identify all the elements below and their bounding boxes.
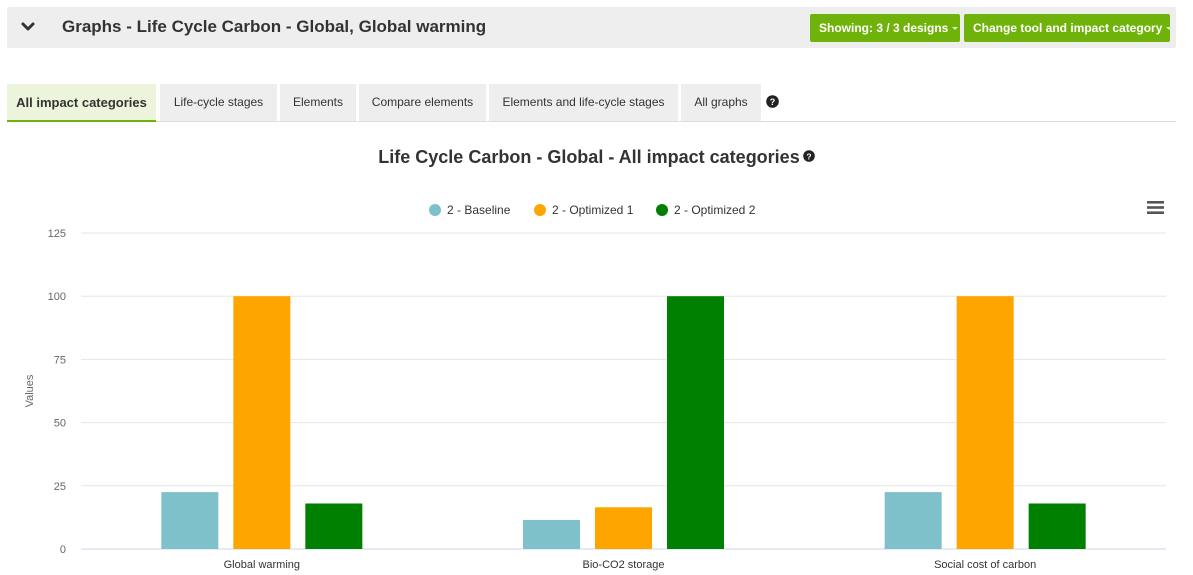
- tab-elements[interactable]: Elements: [280, 84, 356, 121]
- bar: [884, 492, 942, 549]
- bar: [233, 296, 291, 549]
- bar: [305, 503, 363, 549]
- tab-life-cycle-stages[interactable]: Life-cycle stages: [160, 84, 277, 121]
- legend-item-baseline[interactable]: 2 - Baseline: [429, 202, 510, 218]
- chart-legend: 2 - Baseline 2 - Optimized 1 2 - Optimiz…: [0, 202, 1193, 218]
- chart-title-text: Life Cycle Carbon - Global - All impact …: [378, 147, 800, 167]
- svg-text:?: ?: [806, 151, 811, 161]
- legend-item-optimized-2[interactable]: 2 - Optimized 2: [656, 202, 755, 218]
- bar: [161, 492, 219, 549]
- legend-item-optimized-1[interactable]: 2 - Optimized 1: [534, 202, 633, 218]
- legend-dot: [534, 204, 546, 216]
- page-header: Graphs - Life Cycle Carbon - Global, Glo…: [7, 7, 1176, 48]
- svg-text:?: ?: [770, 97, 776, 107]
- x-tick-label: Bio-CO2 storage: [583, 559, 665, 571]
- legend-label: 2 - Optimized 1: [552, 203, 634, 217]
- page-title: Graphs - Life Cycle Carbon - Global, Glo…: [62, 17, 487, 36]
- showing-designs-button[interactable]: Showing: 3 / 3 designs: [810, 14, 960, 42]
- tab-all-impact-categories[interactable]: All impact categories: [7, 84, 156, 122]
- tab-elements-and-life-cycle-stages[interactable]: Elements and life-cycle stages: [489, 84, 678, 121]
- chart-title: Life Cycle Carbon - Global - All impact …: [0, 147, 1193, 168]
- help-icon[interactable]: ?: [766, 95, 779, 108]
- showing-designs-label: Showing: 3 / 3 designs: [819, 21, 949, 35]
- chevron-down-icon[interactable]: [21, 20, 35, 34]
- legend-label: 2 - Optimized 2: [674, 203, 756, 217]
- bar: [667, 296, 724, 549]
- bar: [523, 519, 580, 549]
- bar: [956, 296, 1014, 549]
- caret-down-icon: [952, 27, 959, 31]
- y-tick-label: 75: [54, 354, 66, 366]
- tab-bar: All impact categories Life-cycle stages …: [7, 84, 1176, 122]
- help-icon[interactable]: ?: [802, 150, 815, 162]
- chart-menu-icon[interactable]: [1147, 201, 1164, 214]
- y-tick-label: 100: [48, 291, 66, 303]
- tab-compare-elements[interactable]: Compare elements: [359, 84, 486, 121]
- bar: [595, 507, 652, 549]
- legend-dot: [656, 204, 668, 216]
- tab-all-graphs[interactable]: All graphs: [681, 84, 761, 121]
- bar: [1028, 503, 1086, 549]
- x-tick-label: Social cost of carbon: [934, 559, 1036, 571]
- y-axis-title: Values: [24, 374, 36, 407]
- y-tick-label: 125: [48, 228, 66, 240]
- y-tick-label: 50: [54, 418, 66, 430]
- y-tick-label: 0: [60, 544, 66, 556]
- x-tick-label: Global warming: [224, 559, 300, 571]
- legend-label: 2 - Baseline: [447, 203, 511, 217]
- change-tool-label: Change tool and impact category: [973, 21, 1163, 35]
- change-tool-button[interactable]: Change tool and impact category: [964, 14, 1173, 42]
- caret-down-icon: [1166, 27, 1173, 31]
- legend-dot: [429, 204, 441, 216]
- y-tick-label: 25: [54, 481, 66, 493]
